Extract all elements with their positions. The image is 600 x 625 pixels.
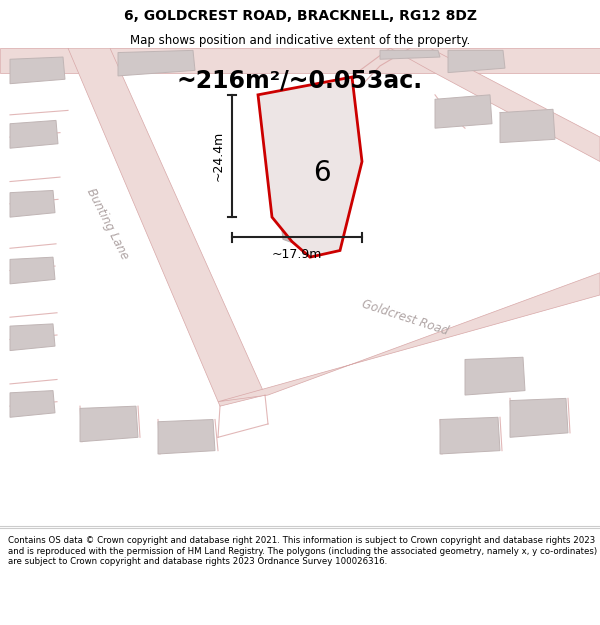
- Polygon shape: [10, 191, 55, 217]
- Text: Map shows position and indicative extent of the property.: Map shows position and indicative extent…: [130, 34, 470, 47]
- Polygon shape: [10, 257, 55, 284]
- Polygon shape: [390, 48, 600, 161]
- Polygon shape: [435, 95, 492, 128]
- Text: 6: 6: [313, 159, 331, 187]
- Polygon shape: [448, 51, 505, 72]
- Polygon shape: [274, 112, 338, 248]
- Polygon shape: [68, 48, 265, 406]
- Polygon shape: [80, 406, 138, 442]
- Polygon shape: [10, 57, 65, 84]
- Text: ~24.4m: ~24.4m: [212, 131, 225, 181]
- Polygon shape: [258, 77, 362, 257]
- Polygon shape: [380, 51, 440, 59]
- Text: Contains OS data © Crown copyright and database right 2021. This information is : Contains OS data © Crown copyright and d…: [8, 536, 597, 566]
- Polygon shape: [10, 391, 55, 418]
- Polygon shape: [218, 272, 600, 402]
- Text: 6, GOLDCREST ROAD, BRACKNELL, RG12 8DZ: 6, GOLDCREST ROAD, BRACKNELL, RG12 8DZ: [124, 9, 476, 22]
- Polygon shape: [510, 398, 568, 437]
- Text: Goldcrest Road: Goldcrest Road: [360, 297, 450, 338]
- Polygon shape: [118, 51, 195, 76]
- Polygon shape: [500, 109, 555, 142]
- Polygon shape: [10, 121, 58, 148]
- Polygon shape: [0, 48, 600, 72]
- Polygon shape: [10, 324, 55, 351]
- Text: ~17.9m: ~17.9m: [272, 248, 322, 261]
- Polygon shape: [465, 357, 525, 395]
- Text: Bunting Lane: Bunting Lane: [85, 186, 131, 262]
- Polygon shape: [440, 418, 500, 454]
- Polygon shape: [158, 419, 215, 454]
- Text: ~216m²/~0.053ac.: ~216m²/~0.053ac.: [177, 69, 423, 92]
